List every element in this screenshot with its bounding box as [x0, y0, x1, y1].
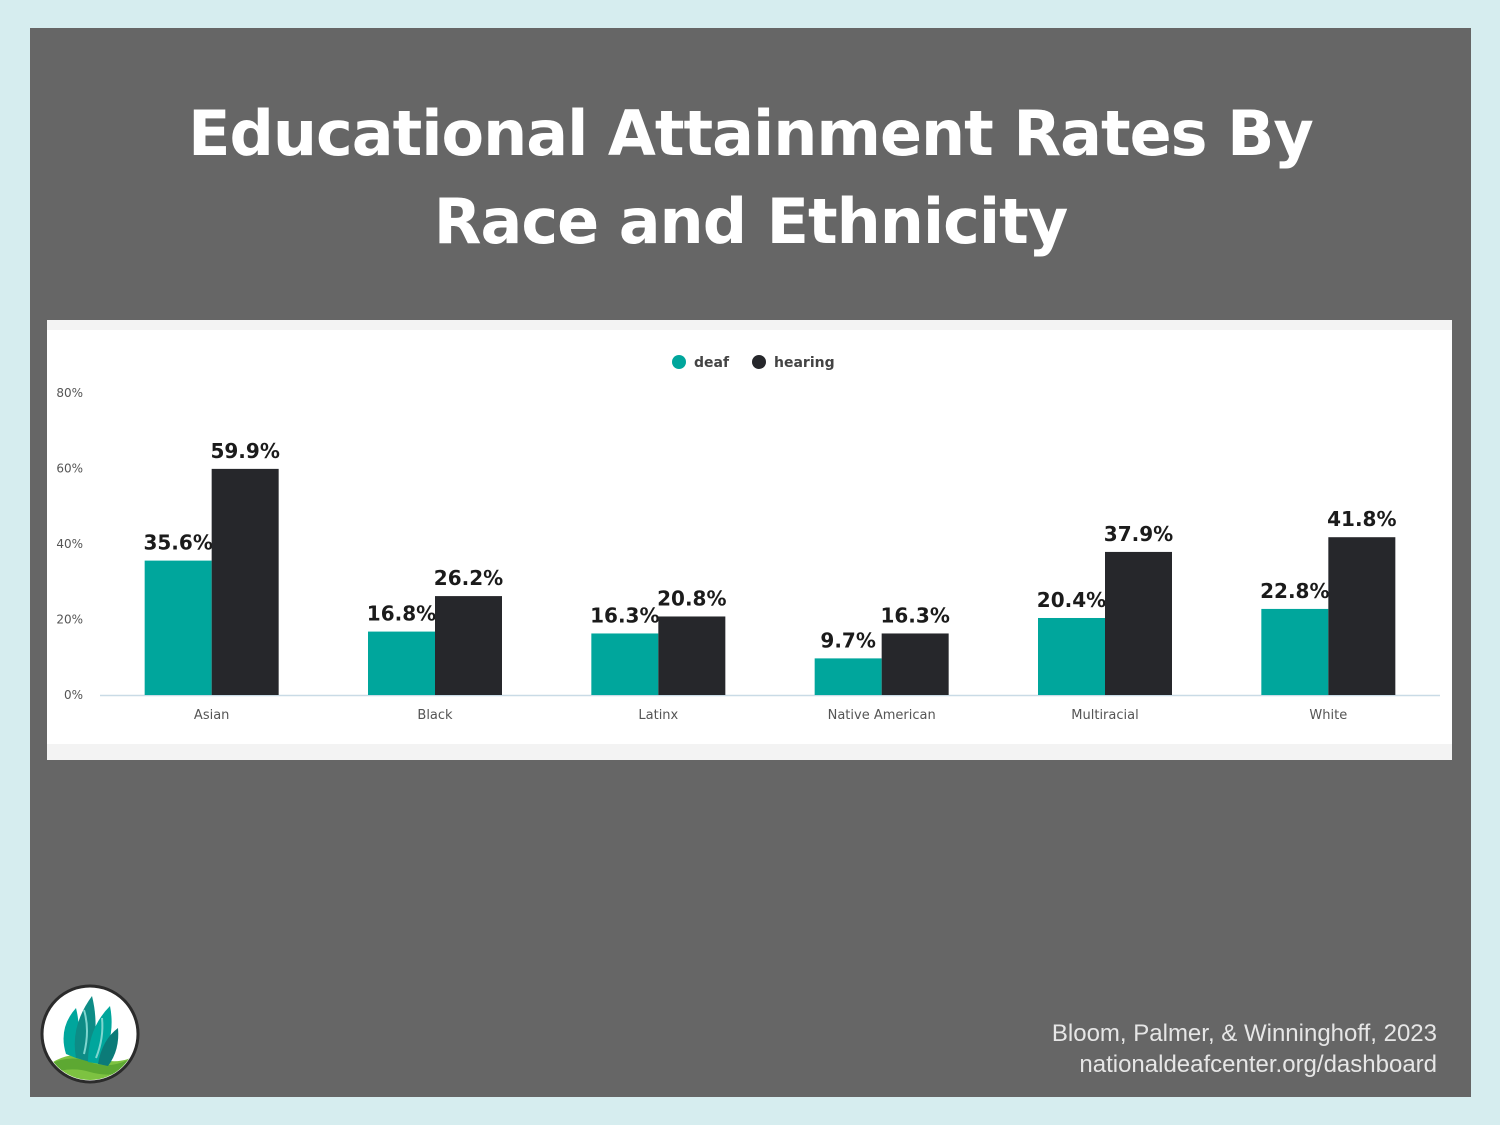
legend-label-deaf: deaf [694, 355, 730, 371]
y-tick-label: 60% [56, 462, 83, 476]
data-label-deaf: 35.6% [143, 531, 212, 555]
legend-marker-hearing [752, 355, 766, 369]
bar-deaf [368, 631, 435, 695]
bar-hearing [658, 616, 726, 695]
data-label-hearing: 41.8% [1327, 507, 1396, 531]
x-category-label: Black [417, 708, 453, 723]
data-label-deaf: 16.3% [590, 603, 659, 627]
y-tick-label: 0% [64, 688, 83, 702]
legend-marker-deaf [672, 355, 686, 369]
legend-label-hearing: hearing [774, 355, 835, 371]
x-category-label: Multiracial [1071, 708, 1138, 723]
national-deaf-center-leaf-logo-icon [40, 984, 140, 1084]
bar-hearing [1105, 551, 1172, 695]
data-label-hearing: 37.9% [1104, 522, 1173, 546]
bar-hearing [881, 633, 949, 695]
title-line-1: Educational Attainment Rates By [188, 97, 1314, 170]
slide-title: Educational Attainment Rates By Race and… [30, 90, 1471, 266]
y-tick-label: 80% [56, 386, 83, 400]
bar-deaf [814, 658, 882, 695]
bar-deaf [1038, 617, 1105, 695]
data-label-deaf: 16.8% [367, 602, 436, 626]
bar-hearing [435, 596, 502, 695]
data-label-hearing: 16.3% [880, 603, 949, 627]
bar-hearing [211, 468, 279, 695]
x-category-label: Asian [194, 708, 229, 723]
chart-area: 0% 20% 40% 60% 80% 35.6% 59.9% Asian 16.8% 26.2% B… [47, 330, 1452, 744]
chart-panel: 0% 20% 40% 60% 80% 35.6% 59.9% Asian 16.8% 26.2% B… [47, 320, 1452, 760]
x-category-label: Latinx [638, 708, 678, 723]
x-category-label: Native American [828, 708, 936, 723]
data-label-hearing: 59.9% [210, 439, 279, 463]
bar-chart: 0% 20% 40% 60% 80% 35.6% 59.9% Asian 16.8% 26.2% B… [56, 355, 1440, 723]
y-tick-label: 40% [56, 537, 83, 551]
data-label-hearing: 26.2% [434, 566, 503, 590]
slide: Educational Attainment Rates By Race and… [30, 28, 1471, 1097]
bar-deaf [144, 560, 212, 695]
data-label-hearing: 20.8% [657, 586, 726, 610]
citation-text: Bloom, Palmer, & Winninghoff, 2023 [1051, 1020, 1437, 1047]
bar-deaf [591, 633, 659, 695]
bar-deaf [1261, 608, 1329, 695]
title-line-2: Race and Ethnicity [433, 185, 1068, 258]
bar-hearing [1328, 537, 1396, 695]
data-label-deaf: 20.4% [1037, 588, 1106, 612]
x-category-label: White [1309, 708, 1347, 723]
data-label-deaf: 22.8% [1260, 579, 1329, 603]
source-url[interactable]: nationaldeafcenter.org/dashboard [1079, 1051, 1437, 1078]
data-label-deaf: 9.7% [820, 628, 875, 652]
credits: Bloom, Palmer, & Winninghoff, 2023 natio… [1052, 1018, 1437, 1080]
y-tick-label: 20% [56, 613, 83, 627]
